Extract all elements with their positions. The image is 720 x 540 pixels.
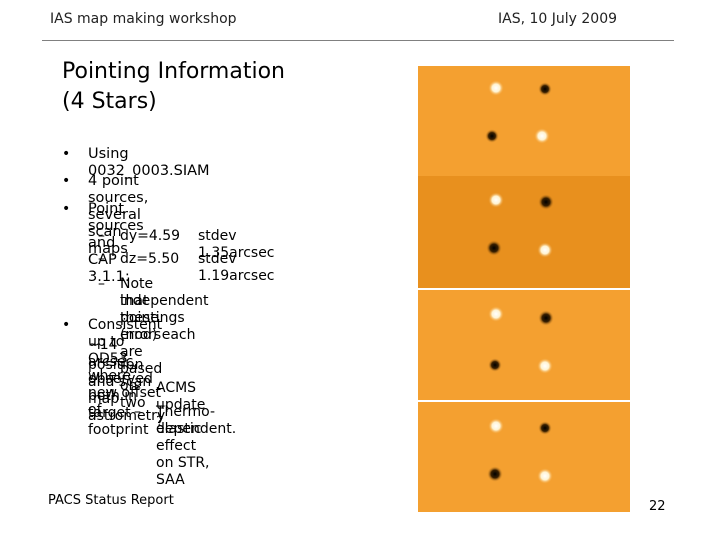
sub-note-line-2: independent pointings (nod) each [120,293,209,343]
bullet-3: Point sources and CAP 3.1.1: [88,201,144,285]
dash-marker: – [134,404,141,420]
footer-report-title: PACS Status Report [48,493,174,508]
bullet-4-line-2: ~14 arcsec, observed both in target foot… [88,337,153,438]
sub-dz: dz=5.50 [120,251,180,267]
star-map-image-3 [418,290,630,400]
header-left: IAS map making workshop [50,11,237,27]
slide-title: Pointing Information (4 Stars) [62,57,392,117]
bullet-marker: • [62,146,71,162]
star-map-image-1 [418,66,630,176]
header-right: IAS, 10 July 2009 [498,11,618,27]
star-map-image-2 [418,176,630,288]
page-number: 22 [649,499,666,514]
dash-marker: – [134,380,141,396]
title-line-1: Pointing Information [62,59,285,84]
dash-marker: – [98,228,105,244]
bullet-marker: • [62,173,71,189]
bullet-marker: • [62,201,71,217]
header-rule [42,40,674,41]
dash-marker: – [98,251,105,267]
star-map-image-4 [418,402,630,512]
bullet-4-line-1: Consistent up to OD53 where new offset o… [88,317,163,418]
sub-thermo-line-2: dependent. [156,421,237,437]
title-line-2: (4 Stars) [62,89,157,114]
bullet-4-line-3: position and scan map astrometry [88,357,166,424]
bullet-marker: • [62,317,71,333]
sub-thermo-line-1: Thermo-elastic effect on STR, SAA [156,404,216,488]
dash-marker: – [98,276,105,292]
sub-dz-stdev: stdev 1.19arcsec [198,251,275,284]
bullet-2: 4 point sources, several scan maps [88,173,149,257]
sub-dy: dy=4.59 [120,228,181,244]
sub-note-line-1: Note that these errors are based on two [120,276,163,411]
sub-acms: ACMS update ? [156,380,206,430]
sub-dy-stdev: stdev 1.35arcsec [198,228,275,261]
bullet-1: Using 0032_0003.SIAM [88,146,210,179]
